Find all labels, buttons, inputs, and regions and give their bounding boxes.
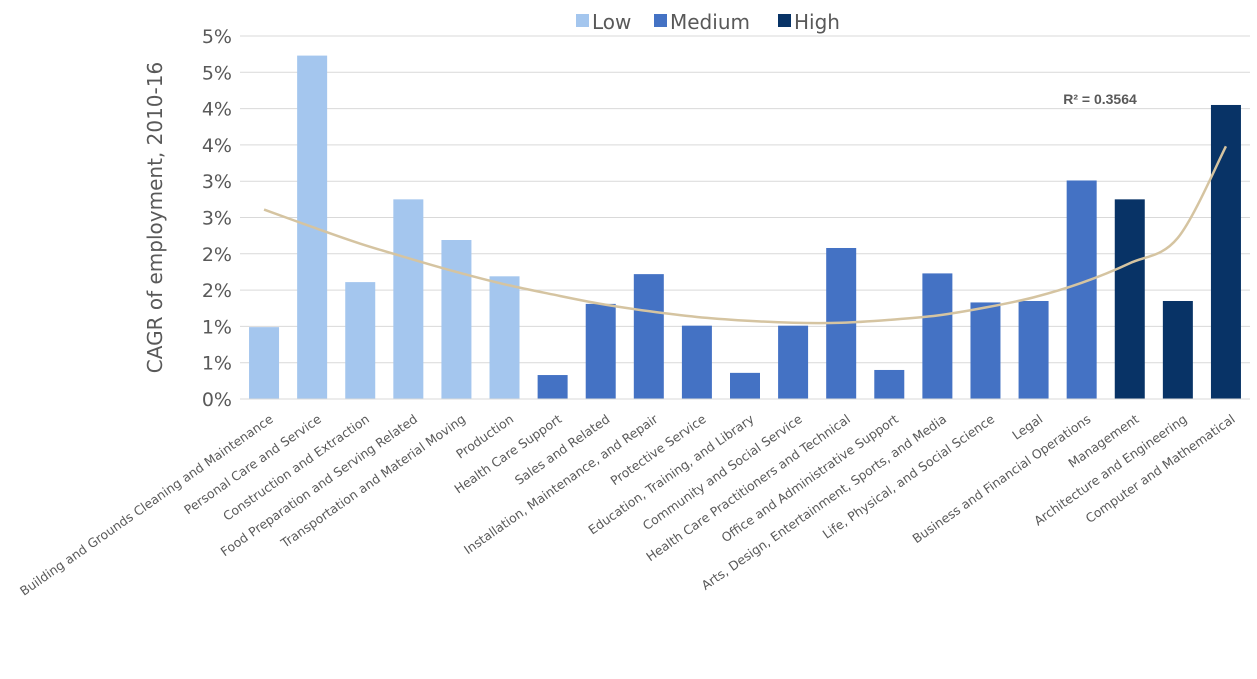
bar (682, 326, 712, 399)
bar (778, 326, 808, 399)
legend-label: Low (592, 10, 631, 34)
legend: Low Medium High (576, 10, 840, 34)
legend-swatch (654, 14, 667, 27)
x-tick-label: Office and Administrative Support (718, 411, 901, 545)
bar (490, 276, 520, 399)
legend-label: Medium (670, 10, 750, 34)
y-tick-label: 3% (202, 171, 232, 193)
gridlines (240, 36, 1250, 363)
bar (586, 304, 616, 399)
bar (345, 282, 375, 399)
bar (874, 370, 904, 399)
y-tick-label: 0% (202, 389, 232, 411)
y-tick-label: 2% (202, 280, 232, 302)
y-tick-label: 4% (202, 99, 232, 121)
y-tick-label: 1% (202, 316, 232, 338)
legend-swatch (778, 14, 791, 27)
legend-swatch (576, 14, 589, 27)
bar (1163, 301, 1193, 399)
x-tick-label: Legal (1009, 411, 1045, 443)
bar (922, 273, 952, 399)
bar (1019, 301, 1049, 399)
y-axis-label: CAGR of employment, 2010-16 (143, 62, 167, 373)
x-axis-categories: Building and Grounds Cleaning and Mainte… (17, 411, 1238, 599)
bar (970, 302, 1000, 399)
y-tick-label: 5% (202, 26, 232, 48)
bar (634, 274, 664, 399)
bar (393, 199, 423, 399)
y-tick-label: 2% (202, 244, 232, 266)
y-tick-label: 5% (202, 62, 232, 84)
r-squared-label: R² = 0.3564 (1063, 91, 1137, 107)
bar (730, 373, 760, 399)
bar (441, 240, 471, 399)
bar (249, 327, 279, 399)
y-axis-ticks: 0% 1% 1% 2% 2% 3% 3% 4% 4% 5% 5% (202, 26, 232, 411)
bar (1115, 199, 1145, 399)
bars (249, 56, 1241, 399)
y-tick-label: 1% (202, 353, 232, 375)
legend-label: High (794, 10, 840, 34)
y-tick-label: 4% (202, 135, 232, 157)
bar (1067, 180, 1097, 399)
y-tick-label: 3% (202, 208, 232, 230)
bar (538, 375, 568, 399)
